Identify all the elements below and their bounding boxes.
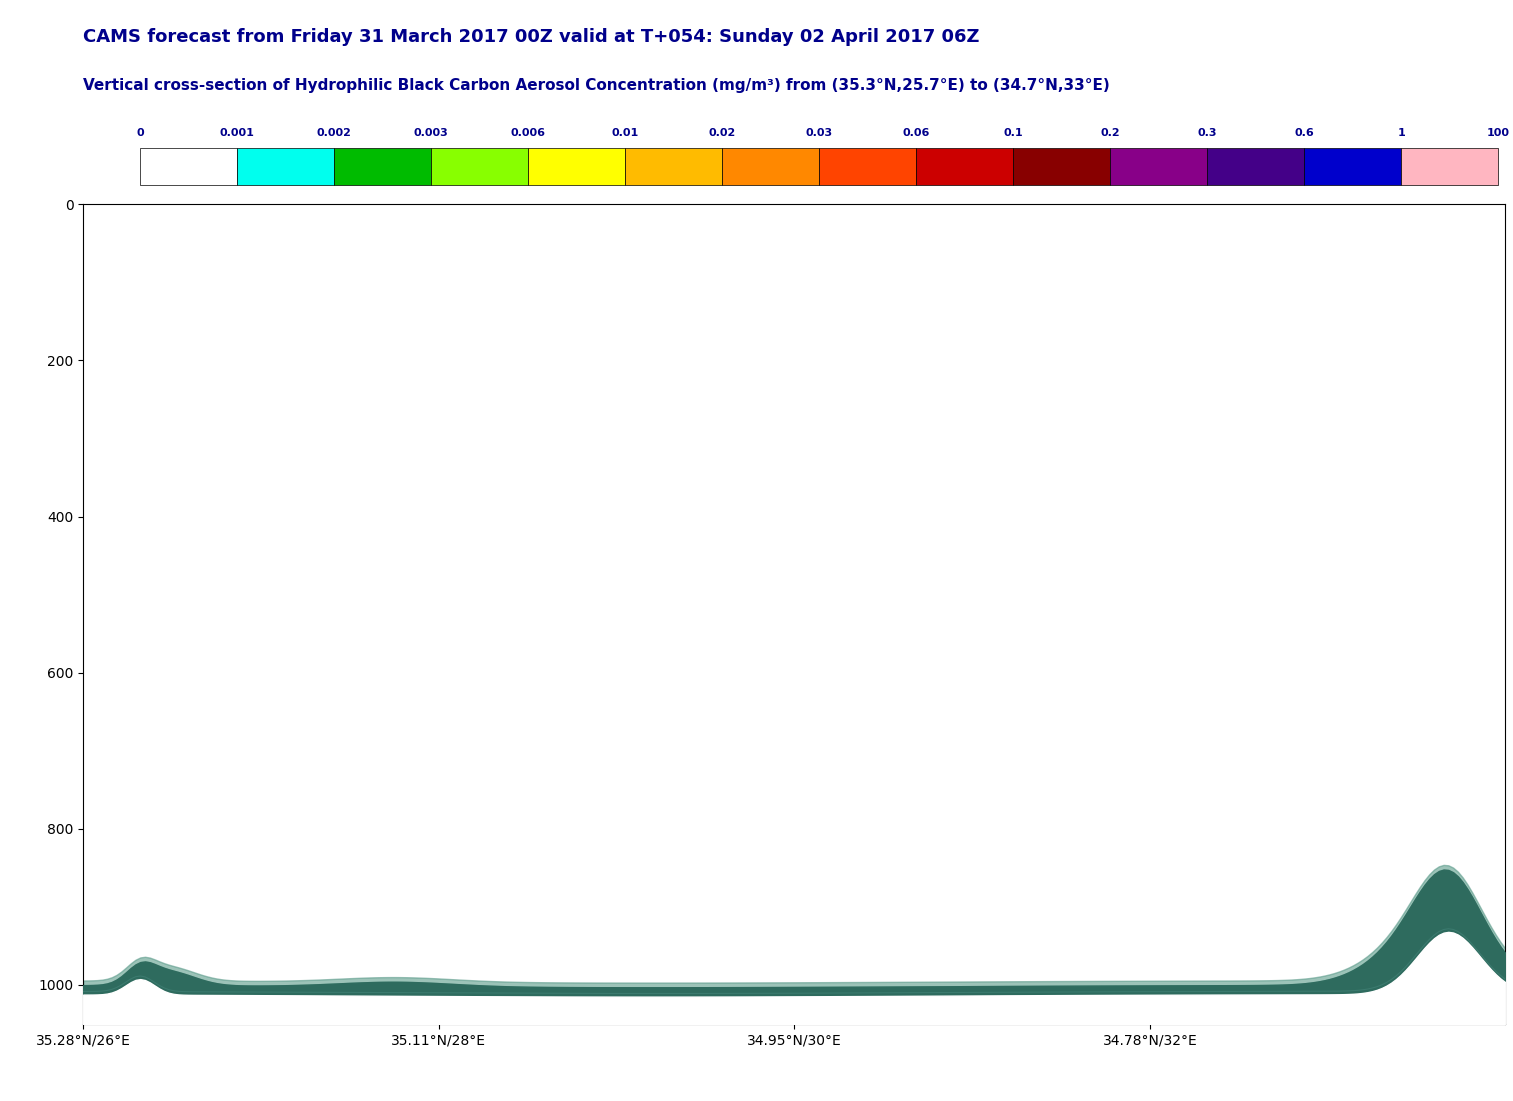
- Text: 0.002: 0.002: [316, 128, 351, 138]
- Text: 0.3: 0.3: [1197, 128, 1216, 138]
- Bar: [917, 148, 1014, 185]
- Text: Vertical cross-section of Hydrophilic Black Carbon Aerosol Concentration (mg/m³): Vertical cross-section of Hydrophilic Bl…: [83, 78, 1111, 92]
- Bar: [141, 148, 238, 185]
- Bar: [334, 148, 431, 185]
- Text: 0: 0: [136, 128, 144, 138]
- Text: 100: 100: [1487, 128, 1510, 138]
- Text: 0.02: 0.02: [708, 128, 735, 138]
- Bar: [819, 148, 917, 185]
- Text: 0.6: 0.6: [1295, 128, 1315, 138]
- Text: 0.001: 0.001: [219, 128, 254, 138]
- Bar: [1014, 148, 1111, 185]
- Bar: [528, 148, 625, 185]
- Bar: [1207, 148, 1304, 185]
- Text: 1: 1: [1398, 128, 1406, 138]
- Bar: [722, 148, 819, 185]
- Text: 0.03: 0.03: [805, 128, 832, 138]
- Text: CAMS forecast from Friday 31 March 2017 00Z valid at T+054: Sunday 02 April 2017: CAMS forecast from Friday 31 March 2017 …: [83, 28, 979, 45]
- Text: 0.003: 0.003: [413, 128, 448, 138]
- Text: 0.06: 0.06: [903, 128, 930, 138]
- Bar: [1401, 148, 1498, 185]
- Bar: [238, 148, 334, 185]
- Text: 0.006: 0.006: [511, 128, 546, 138]
- Bar: [625, 148, 722, 185]
- Text: 0.01: 0.01: [611, 128, 638, 138]
- Bar: [431, 148, 528, 185]
- Text: 0.2: 0.2: [1100, 128, 1120, 138]
- Bar: [1111, 148, 1207, 185]
- Text: 0.1: 0.1: [1003, 128, 1023, 138]
- Bar: [1304, 148, 1401, 185]
